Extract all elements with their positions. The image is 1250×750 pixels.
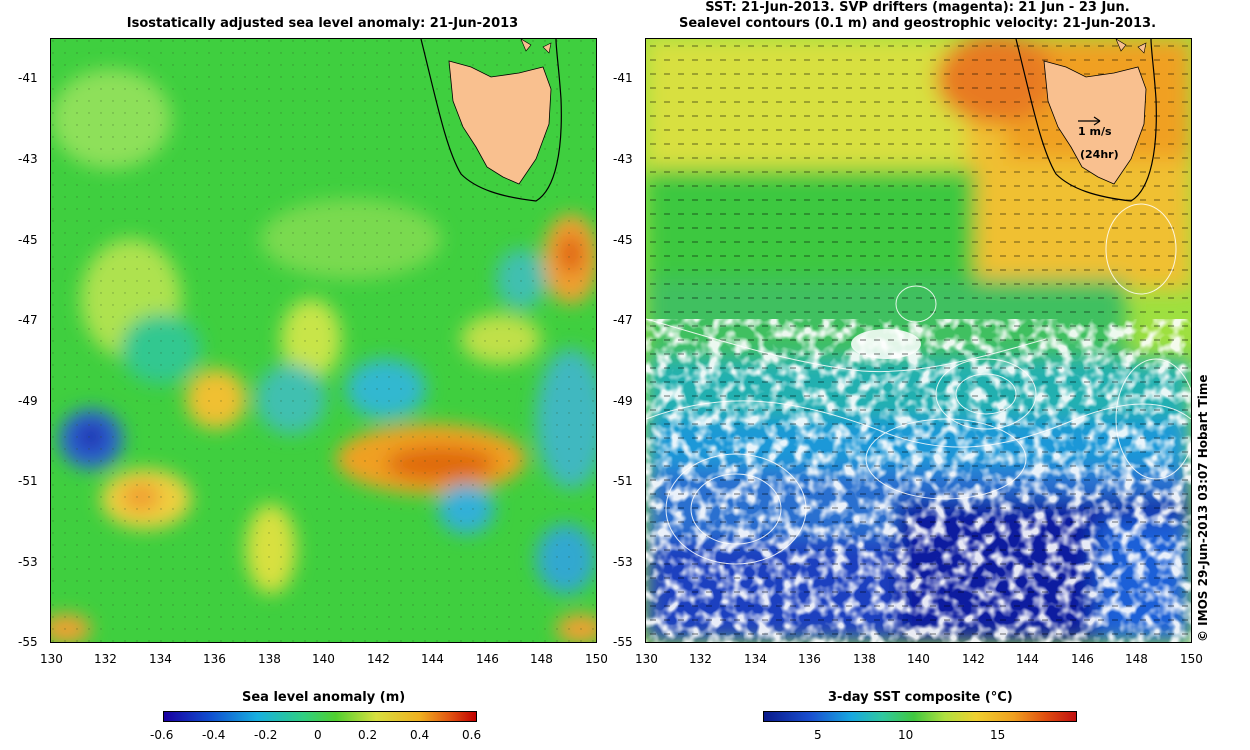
sea-level-anomaly-map xyxy=(50,38,597,643)
right-y-tick: -41 xyxy=(613,71,633,85)
right-y-tick: -53 xyxy=(613,555,633,569)
sst-map xyxy=(645,38,1192,643)
left-x-tick: 132 xyxy=(94,652,117,666)
left-colorbar-tick: 0 xyxy=(314,728,322,742)
right-y-tick: -49 xyxy=(613,394,633,408)
left-x-tick: 142 xyxy=(367,652,390,666)
left-x-tick: 134 xyxy=(149,652,172,666)
left-x-tick: 138 xyxy=(258,652,281,666)
left-y-tick: -43 xyxy=(18,152,38,166)
imos-credit: © IMOS 29-Jun-2013 03:07 Hobart Time xyxy=(1196,374,1210,642)
left-y-tick: -55 xyxy=(18,635,38,649)
right-map-title-line1: SST: 21-Jun-2013. SVP drifters (magenta)… xyxy=(705,0,1130,15)
left-map-title: Isostatically adjusted sea level anomaly… xyxy=(126,16,519,31)
right-colorbar-title: 3-day SST composite (°C) xyxy=(828,690,1013,705)
right-colorbar-tick: 5 xyxy=(814,728,822,742)
sst-colorbar xyxy=(763,711,1077,722)
right-y-tick: -43 xyxy=(613,152,633,166)
left-x-tick: 148 xyxy=(530,652,553,666)
left-x-tick: 150 xyxy=(585,652,608,666)
left-colorbar-tick: -0.2 xyxy=(254,728,278,742)
right-x-tick: 132 xyxy=(689,652,712,666)
right-colorbar-tick: 10 xyxy=(898,728,914,742)
left-colorbar-tick: 0.4 xyxy=(410,728,430,742)
right-y-tick: -55 xyxy=(613,635,633,649)
sea-level-colorbar xyxy=(163,711,477,722)
left-x-tick: 146 xyxy=(476,652,499,666)
right-x-tick: 150 xyxy=(1180,652,1203,666)
left-colorbar-tick: -0.4 xyxy=(202,728,226,742)
left-x-tick: 130 xyxy=(40,652,63,666)
left-y-tick: -41 xyxy=(18,71,38,85)
right-x-tick: 142 xyxy=(962,652,985,666)
right-x-tick: 144 xyxy=(1016,652,1039,666)
right-x-tick: 148 xyxy=(1125,652,1148,666)
left-y-tick: -45 xyxy=(18,233,38,247)
right-x-tick: 140 xyxy=(907,652,930,666)
left-colorbar-tick: -0.6 xyxy=(150,728,174,742)
right-x-tick: 146 xyxy=(1071,652,1094,666)
velocity-scale-label: 1 m/s xyxy=(1078,125,1112,138)
left-colorbar-tick: 0.2 xyxy=(358,728,378,742)
right-x-tick: 138 xyxy=(853,652,876,666)
right-x-tick: 136 xyxy=(798,652,821,666)
left-y-tick: -49 xyxy=(18,394,38,408)
left-x-tick: 144 xyxy=(421,652,444,666)
left-colorbar-title: Sea level anomaly (m) xyxy=(242,690,406,705)
left-x-tick: 136 xyxy=(203,652,226,666)
left-y-tick: -53 xyxy=(18,555,38,569)
right-colorbar-tick: 15 xyxy=(990,728,1006,742)
left-y-tick: -51 xyxy=(18,474,38,488)
right-map-title-line2: Sealevel contours (0.1 m) and geostrophi… xyxy=(678,16,1157,31)
right-y-tick: -47 xyxy=(613,313,633,327)
right-y-tick: -45 xyxy=(613,233,633,247)
velocity-scale-sublabel: (24hr) xyxy=(1080,148,1119,161)
left-colorbar-tick: 0.6 xyxy=(462,728,482,742)
right-y-tick: -51 xyxy=(613,474,633,488)
left-y-tick: -47 xyxy=(18,313,38,327)
right-x-tick: 134 xyxy=(744,652,767,666)
right-x-tick: 130 xyxy=(635,652,658,666)
left-x-tick: 140 xyxy=(312,652,335,666)
